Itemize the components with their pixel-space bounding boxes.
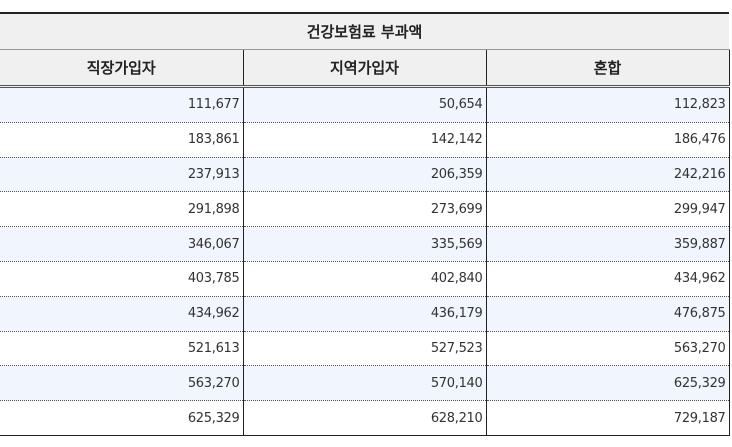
table-title: 건강보험료 부과액: [0, 12, 730, 50]
employee-cell: 237,913: [0, 157, 243, 193]
mixed-cell: 112,823: [485, 86, 730, 123]
employee-cell: 111,677: [0, 86, 243, 123]
mixed-cell: 299,947: [485, 191, 730, 228]
mixed-cell: 563,270: [485, 331, 730, 367]
column-header-row: 직장가입자 지역가입자 혼합: [0, 49, 730, 88]
employee-cell: 563,270: [0, 365, 243, 402]
mixed-cell: 729,187: [485, 400, 730, 436]
employee-cell: 403,785: [0, 261, 243, 297]
employee-cell: 183,861: [0, 122, 243, 158]
regional-cell: 402,840: [242, 261, 486, 297]
table-row: 625,329 628,210 729,187: [0, 400, 730, 436]
regional-cell: 436,179: [242, 296, 486, 332]
mixed-cell: 359,887: [485, 226, 730, 262]
table-row: 434,962 436,179 476,875: [0, 296, 730, 332]
table-row: 346,067 335,569 359,887: [0, 226, 730, 262]
regional-cell: 273,699: [242, 191, 486, 228]
regional-cell: 206,359: [242, 157, 486, 193]
table-row: 237,913 206,359 242,216: [0, 157, 730, 193]
premium-table: 건강보험료 부과액 직장가입자 지역가입자 혼합 111,677 50,654 11…: [0, 12, 730, 436]
regional-cell: 50,654: [242, 86, 486, 123]
table-row: 291,898 273,699 299,947: [0, 191, 730, 228]
employee-cell: 625,329: [0, 400, 243, 436]
regional-cell: 142,142: [242, 122, 486, 158]
employee-cell: 434,962: [0, 296, 243, 332]
table-body: 111,677 50,654 112,823 183,861 142,142 186,47…: [0, 86, 730, 436]
regional-cell: 570,140: [242, 365, 486, 402]
column-header-employee: 직장가입자: [0, 49, 243, 88]
table-row: 403,785 402,840 434,962: [0, 261, 730, 297]
column-header-regional: 지역가입자: [242, 49, 486, 88]
employee-cell: 291,898: [0, 191, 243, 228]
table-title-row: 건강보험료 부과액: [0, 12, 730, 50]
table-row: 183,861 142,142 186,476: [0, 122, 730, 158]
employee-cell: 521,613: [0, 331, 243, 367]
table-row: 111,677 50,654 112,823: [0, 86, 730, 123]
regional-cell: 527,523: [242, 331, 486, 367]
regional-cell: 628,210: [242, 400, 486, 436]
regional-cell: 335,569: [242, 226, 486, 262]
mixed-cell: 434,962: [485, 261, 730, 297]
table-header: 건강보험료 부과액 직장가입자 지역가입자 혼합: [0, 12, 730, 88]
table-row: 521,613 527,523 563,270: [0, 331, 730, 367]
mixed-cell: 625,329: [485, 365, 730, 402]
column-header-mixed: 혼합: [485, 49, 730, 88]
employee-cell: 346,067: [0, 226, 243, 262]
mixed-cell: 242,216: [485, 157, 730, 193]
mixed-cell: 186,476: [485, 122, 730, 158]
mixed-cell: 476,875: [485, 296, 730, 332]
table-row: 563,270 570,140 625,329: [0, 365, 730, 402]
